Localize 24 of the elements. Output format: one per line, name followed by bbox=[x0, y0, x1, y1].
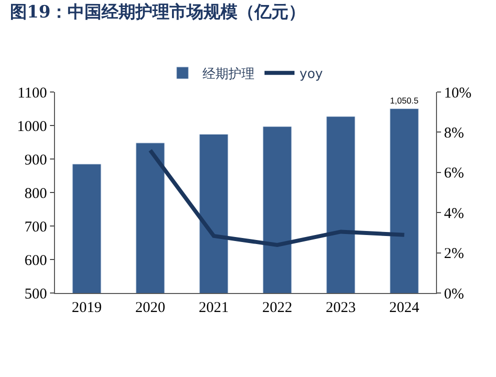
x-tick-label: 2021 bbox=[198, 300, 229, 316]
y2-tick-label: 2% bbox=[444, 246, 464, 262]
y-tick-label: 1100 bbox=[18, 85, 47, 102]
x-tick-label: 2024 bbox=[389, 300, 420, 316]
y2-tick-label: 4% bbox=[444, 206, 464, 222]
y-tick-label: 700 bbox=[24, 219, 47, 236]
legend-label: yoy bbox=[300, 67, 324, 82]
data-label: 1,050.5 bbox=[390, 95, 419, 106]
y-tick-label: 900 bbox=[24, 152, 47, 168]
line-series bbox=[148, 148, 406, 247]
x-tick-label: 2022 bbox=[262, 300, 292, 316]
chart-title: 图19：中国经期护理市场规模（亿元） bbox=[10, 2, 306, 23]
x-tick-label: 2019 bbox=[72, 300, 102, 316]
y-tick-label: 600 bbox=[24, 252, 47, 269]
y2-tick-label: 10% bbox=[444, 85, 472, 102]
y-tick-label: 500 bbox=[24, 286, 47, 302]
x-tick-label: 2020 bbox=[135, 300, 166, 316]
y2-tick-label: 6% bbox=[444, 166, 464, 182]
y-tick-label: 1000 bbox=[17, 118, 47, 135]
y2-tick-label: 8% bbox=[444, 125, 464, 142]
y-tick-label: 800 bbox=[24, 186, 47, 202]
y2-tick-label: 0% bbox=[444, 286, 464, 302]
legend-label: 经期护理 bbox=[202, 67, 254, 82]
x-tick-label: 2023 bbox=[326, 300, 356, 316]
